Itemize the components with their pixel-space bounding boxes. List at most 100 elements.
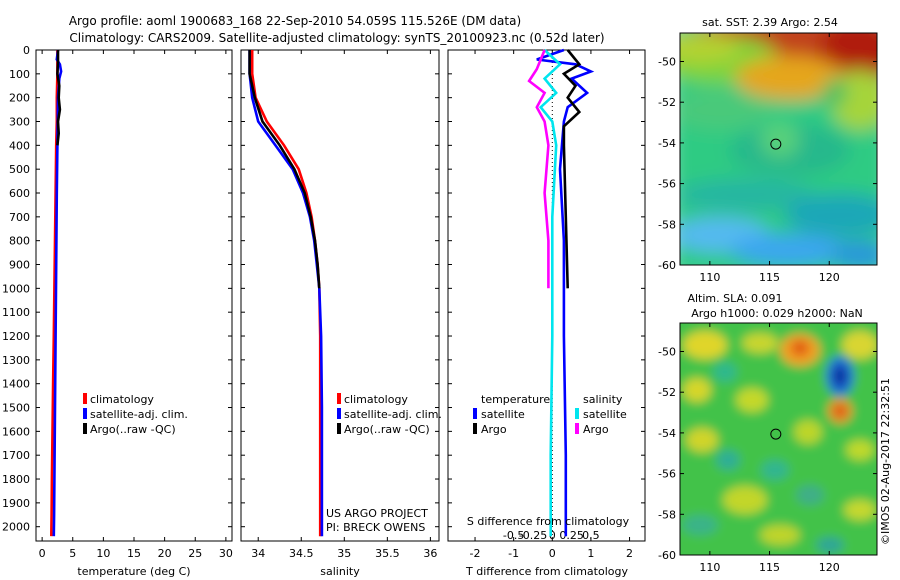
depth-tick-label: 0 (23, 44, 30, 57)
depth-tick-label: 900 (9, 259, 30, 272)
depth-tick-label: 400 (9, 139, 30, 152)
map-y-tick-label: -54 (658, 427, 676, 440)
depth-tick-label: 2000 (2, 521, 30, 534)
profile-location-marker (770, 138, 782, 150)
legend-label-s-argo: Argo (583, 423, 609, 436)
sst-map-title: sat. SST: 2.39 Argo: 2.54 (702, 16, 838, 29)
sla-map-panel: Altim. SLA: 0.091 Argo h1000: 0.029 h200… (658, 292, 878, 574)
x-tick-label: -1 (508, 547, 519, 560)
series-line-2 (56, 50, 62, 146)
sst-map-frame (679, 32, 878, 266)
x-tick-label: -2 (470, 547, 481, 560)
legend-swatch-s-argo (575, 423, 579, 434)
legend-title-temperature: temperature (481, 393, 550, 406)
legend-label-argo: Argo(..raw -QC) (90, 423, 176, 436)
series-line-1 (248, 50, 324, 537)
temperature-series (50, 49, 63, 537)
x-tick-label: 5 (69, 547, 76, 560)
map-y-tick-label: -60 (658, 549, 676, 562)
s-tick-label: 0 (549, 529, 556, 542)
s-tick-label: 0.25 (559, 529, 584, 542)
x-tick-label: 20 (158, 547, 172, 560)
temperature-panel: 0100200300400500600700800900100011001200… (2, 44, 645, 578)
legend-swatch-argo (83, 423, 87, 434)
map-x-tick-label: 110 (699, 271, 720, 284)
sla-heatmap (680, 323, 877, 555)
x-tick-label: 0 (39, 547, 46, 560)
legend-title-salinity: salinity (583, 393, 623, 406)
legend-swatch-satellite (83, 408, 87, 419)
depth-axis: 0 100 200 300 400 500 600 700 800 900 1000 1100 1200… (2, 44, 645, 534)
difference-series (527, 48, 595, 541)
x-tick-label: 36 (423, 547, 437, 560)
depth-tick-label: 1200 (2, 330, 30, 343)
x-tick-label: 34 (251, 547, 265, 560)
legend-label-argo: Argo(..raw -QC) (344, 423, 430, 436)
x-tick-label: 25 (188, 547, 202, 560)
s-difference-xlabel: S difference from climatology (467, 515, 630, 528)
depth-tick-label: 600 (9, 187, 30, 200)
x-tick-label: 1 (587, 547, 594, 560)
project-label: US ARGO PROJECT (326, 507, 428, 520)
series-line-2 (538, 49, 562, 537)
depth-tick-label: 1000 (2, 282, 30, 295)
sla-map-subtitle: Argo h1000: 0.029 h2000: NaN (691, 307, 863, 320)
legend-label-satellite: satellite-adj. clim. (90, 408, 188, 421)
sla-map-frame (679, 322, 878, 556)
x-tick-label: 0 (549, 547, 556, 560)
map-y-tick-label: -54 (658, 137, 676, 150)
depth-tick-label: 200 (9, 92, 30, 105)
legend-swatch-s-satellite (575, 408, 579, 419)
salinity-series (248, 50, 324, 537)
depth-tick-label: 1800 (2, 473, 30, 486)
sst-map-panel: sat. SST: 2.39 Argo: 2.54 (658, 16, 878, 284)
salinity-axes-frame (240, 49, 440, 542)
imos-timestamp: ©IMOS 02-Aug-2017 22:32:51 (879, 378, 892, 545)
depth-tick-label: 1500 (2, 402, 30, 415)
depth-tick-label: 100 (9, 68, 30, 81)
map-y-tick-label: -50 (658, 345, 676, 358)
legend-swatch-t-satellite (473, 408, 477, 419)
series-line-3 (527, 49, 550, 289)
legend-label-t-satellite: satellite (481, 408, 525, 421)
legend-swatch-t-argo (473, 423, 477, 434)
difference-panel: -2 -1 0 1 2 -0.5-0.25 0 0.250.5 temperature sa… (447, 48, 646, 578)
legend-label-s-satellite: satellite (583, 408, 627, 421)
map-x-tick-label: 110 (699, 561, 720, 574)
depth-tick-label: 1300 (2, 354, 30, 367)
map-x-tick-label: 115 (759, 271, 780, 284)
sla-map-title: Altim. SLA: 0.091 (687, 292, 782, 305)
depth-tick-label: 1400 (2, 378, 30, 391)
map-y-tick-label: -52 (658, 386, 676, 399)
legend-swatch-satellite (337, 408, 341, 419)
difference-axes-frame (447, 49, 646, 542)
sla-map-axes: 110 115 120 -50 -52 -54 -56 -58 -60 (658, 323, 877, 574)
map-x-tick-label: 115 (759, 561, 780, 574)
legend-label-t-argo: Argo (481, 423, 507, 436)
depth-tick-label: 1700 (2, 449, 30, 462)
s-tick-label: 0.5 (582, 529, 600, 542)
map-y-tick-label: -60 (658, 259, 676, 272)
legend-swatch-climatology (337, 393, 341, 404)
map-y-tick-label: -56 (658, 178, 676, 191)
sst-heatmap (680, 33, 877, 265)
salinity-panel: 34 34.5 35 35.5 36 climatology satellite-adj… (240, 49, 442, 578)
salinity-legend: climatology satellite-adj. clim. Argo(..… (337, 393, 442, 436)
s-tick-label: -0.5 (503, 529, 524, 542)
depth-tick-label: 700 (9, 211, 30, 224)
figure-title-line1: Argo profile: aoml 1900683_168 22-Sep-20… (69, 14, 521, 28)
map-y-tick-label: -52 (658, 96, 676, 109)
legend-label-satellite: satellite-adj. clim. (344, 408, 442, 421)
temperature-legend: climatology satellite-adj. clim. Argo(..… (83, 393, 188, 436)
map-y-tick-label: -58 (658, 218, 676, 231)
depth-tick-label: 300 (9, 116, 30, 129)
pi-label: PI: BRECK OWENS (326, 521, 425, 534)
difference-legend: temperature salinity satellite Argo sate… (473, 393, 627, 436)
temperature-x-axis: 0 5 10 15 20 25 30 (39, 50, 233, 560)
x-tick-label: 35.5 (375, 547, 400, 560)
x-tick-label: 34.5 (289, 547, 314, 560)
sst-map-axes: 110 115 120 -50 -52 -54 -56 -58 -60 (658, 33, 877, 284)
series-line-1 (52, 49, 63, 537)
legend-label-climatology: climatology (90, 393, 154, 406)
